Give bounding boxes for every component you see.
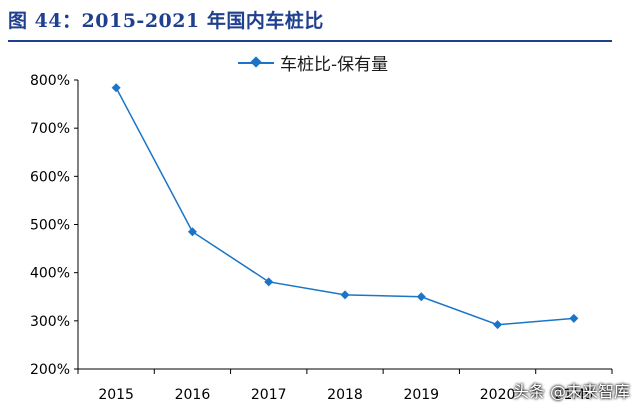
y-tick-label: 300% [30,314,70,330]
y-tick-label: 800% [30,73,70,89]
y-tick-label: 200% [30,362,70,378]
x-tick-label: 2016 [175,387,211,403]
x-tick-label: 2019 [403,387,439,403]
legend: 车桩比-保有量 [238,50,388,75]
title-divider [8,40,612,42]
data-point [493,320,503,330]
data-point [416,292,426,302]
x-tick-label: 2017 [251,387,287,403]
legend-diamond-icon [250,55,262,68]
data-point [340,290,350,300]
y-tick-label: 400% [30,266,70,282]
y-tick-label: 600% [30,169,70,185]
data-point [264,277,274,287]
y-tick-label: 700% [30,121,70,137]
y-tick-label: 500% [30,218,70,234]
legend-label: 车桩比-保有量 [280,55,389,75]
x-tick-label: 2015 [98,387,134,403]
legend-line-icon [238,55,274,68]
data-point [569,313,579,323]
series-line [115,87,574,326]
watermark: 头条 @未来智库 [512,382,630,401]
data-point [187,227,197,237]
x-tick-label: 2018 [327,387,363,403]
x-tick-label: 21M9 [554,387,593,403]
figure-title: 图 44：2015-2021 年国内车桩比 [8,10,324,32]
data-point [111,83,121,93]
x-tick-label: 2020 [480,387,516,403]
